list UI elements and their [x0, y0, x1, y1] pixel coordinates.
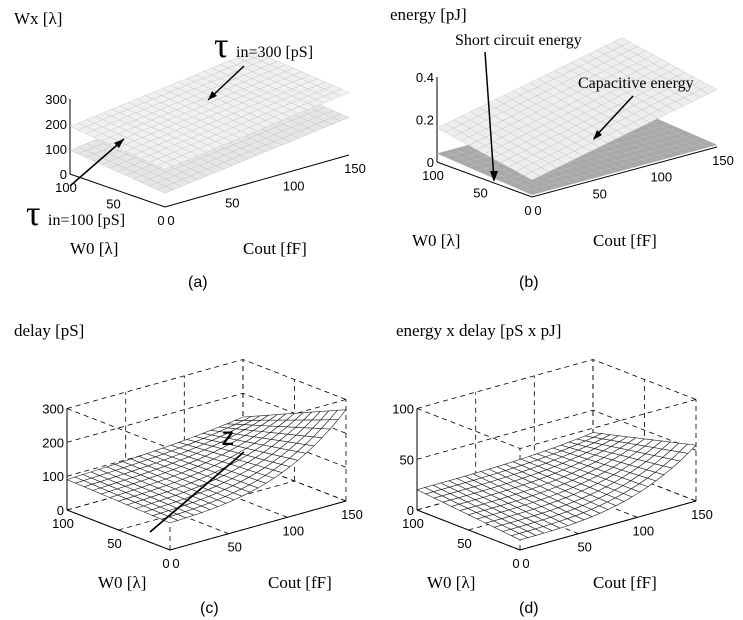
panel-c-surface [67, 410, 346, 523]
tau-100-symbol: τ [26, 193, 40, 233]
panel-b-x-axis-label: Cout [fF] [593, 231, 657, 250]
panel-c-label: (c) [200, 600, 219, 617]
panel-d-x-tick: 100 [632, 523, 654, 538]
panel-a: 0501001500501000100200300 Wx [λ] Cout [f… [14, 9, 366, 291]
panel-a-surfaces [70, 51, 349, 194]
panel-c-y-tick: 100 [52, 516, 74, 531]
panel-c-z-tick: 0 [57, 503, 64, 518]
short-circuit-label: Short circuit energy [455, 32, 582, 49]
panel-a-z-axis-label: Wx [λ] [14, 9, 62, 28]
panel-d-x-tick: 0 [522, 556, 529, 571]
panel-b-x-tick: 150 [712, 153, 734, 168]
panel-d-y-tick: 0 [512, 556, 519, 571]
panel-d-z-tick: 100 [392, 402, 414, 417]
panel-a-y-axis-label: W0 [λ] [70, 239, 118, 258]
tau-300-symbol: τ [214, 25, 228, 65]
panel-b-x-tick: 0 [534, 203, 541, 218]
z-label: Z [222, 429, 234, 450]
panel-c-z-axis-label: delay [pS] [14, 321, 84, 340]
panel-d-z-axis-label: energy x delay [pS x pJ] [396, 321, 561, 340]
panel-b-y-axis-label: W0 [λ] [412, 231, 460, 250]
panel-a-z-tick: 300 [45, 92, 67, 107]
panel-d-grid-z-2 [417, 360, 696, 409]
panel-c-z-tick: 200 [42, 435, 64, 450]
surface-c-0 [67, 410, 346, 523]
panel-d-y-tick: 100 [402, 516, 424, 531]
tau-100-text: in=100 [pS] [48, 212, 125, 229]
panel-d-x-axis-label: Cout [fF] [593, 573, 657, 592]
panel-b-y-tick: 50 [473, 186, 487, 201]
panel-c-x-tick: 50 [227, 540, 241, 555]
panel-c-y-tick: 50 [107, 536, 121, 551]
panel-a-label: (a) [188, 274, 208, 291]
panel-a-z-tick: 200 [45, 117, 67, 132]
panel-d-label: (d) [519, 600, 539, 617]
capacitive-label: Capacitive energy [578, 75, 694, 92]
panel-c-x-axis-label: Cout [fF] [268, 573, 332, 592]
panel-b-x-tick: 100 [650, 170, 672, 185]
panel-c-y-axis-label: W0 [λ] [98, 573, 146, 592]
panel-a-z-tick: 100 [45, 142, 67, 157]
panel-a-x-tick: 50 [225, 196, 239, 211]
panel-c-z-tick: 300 [42, 402, 64, 417]
panel-b-y-tick: 100 [422, 168, 444, 183]
panel-c-x-tick: 0 [172, 556, 179, 571]
panel-a-z-tick: 0 [60, 167, 67, 182]
panel-b-z-tick: 0.2 [416, 113, 434, 128]
panel-d-x-tick: 150 [691, 507, 713, 522]
panel-b-y-tick: 0 [524, 203, 531, 218]
panel-d-z-tick: 50 [400, 452, 414, 467]
panel-a-x-tick: 150 [344, 161, 366, 176]
panel-b-z-tick: 0 [427, 155, 434, 170]
panel-c-x-tick: 150 [341, 507, 363, 522]
panel-b-surfaces [437, 38, 717, 195]
panel-a-y-tick: 50 [106, 197, 120, 212]
panel-d-x-tick: 50 [577, 540, 591, 555]
panel-b-z-axis-label: energy [pJ] [390, 5, 467, 24]
panel-b-x-tick: 50 [592, 186, 606, 201]
panel-a-x-tick: 0 [167, 213, 174, 228]
panel-b-label: (b) [519, 274, 539, 291]
panel-d-y-axis-label: W0 [λ] [427, 573, 475, 592]
panel-d-y-tick: 50 [457, 536, 471, 551]
panel-a-x-tick: 100 [283, 178, 305, 193]
panel-d-z-tick: 0 [407, 503, 414, 518]
panel-a-x-axis-label: Cout [fF] [243, 239, 307, 258]
panel-c-grid-z-3 [67, 360, 346, 409]
panel-a-y-tick: 0 [157, 213, 164, 228]
panel-c-z-tick: 100 [42, 469, 64, 484]
panel-c-y-tick: 0 [162, 556, 169, 571]
panel-b-z-tick: 0.4 [416, 70, 434, 85]
tau-300-text: in=300 [pS] [236, 44, 313, 61]
panel-c-x-tick: 100 [282, 523, 304, 538]
